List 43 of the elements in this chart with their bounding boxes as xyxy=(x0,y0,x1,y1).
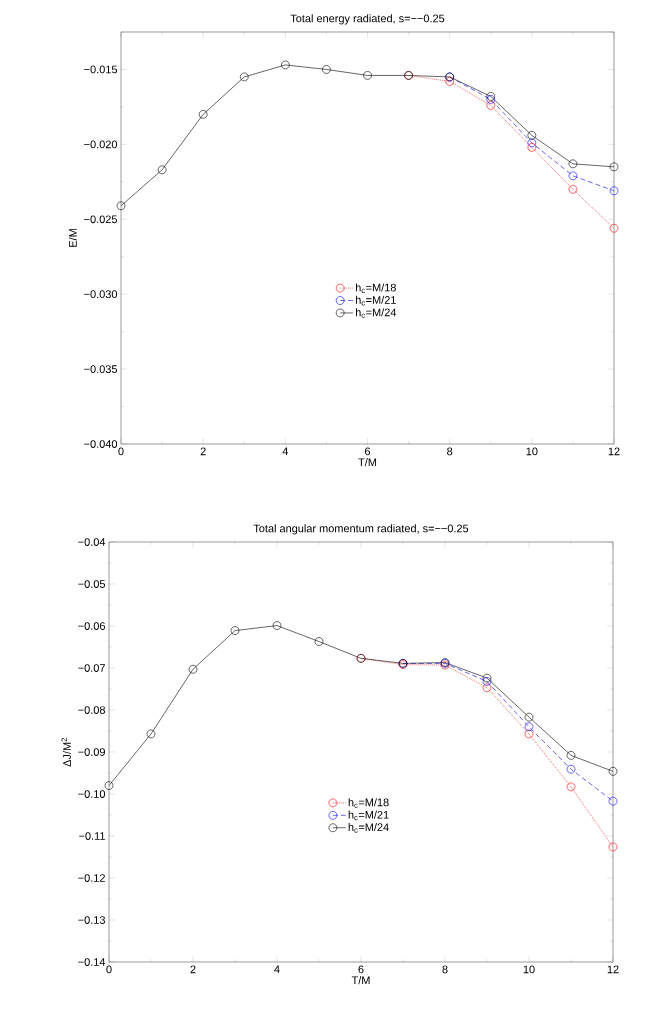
y-tick-label: −0.05 xyxy=(78,580,106,588)
x-tick-label: 2 xyxy=(190,965,196,974)
y-tick-label: −0.08 xyxy=(78,706,105,714)
x-tick-label: 8 xyxy=(447,447,453,456)
y-axis-title: ΔJ/M$^{2}$ xyxy=(61,738,71,767)
y-tick-label: −0.06 xyxy=(78,622,105,630)
y-tick-label: −0.11 xyxy=(79,832,105,840)
y-axis-title: E/M xyxy=(68,229,77,247)
legend-label: h$_{c}$=M/21 xyxy=(348,810,389,821)
x-tick-label: 2 xyxy=(200,447,206,456)
x-tick-label: 8 xyxy=(442,965,448,974)
x-axis-title: T/M xyxy=(358,458,377,467)
legend-label: h$_{c}$=M/24 xyxy=(348,823,389,833)
x-tick-label: 4 xyxy=(274,965,280,974)
y-tick-label: −0.04 xyxy=(78,538,106,546)
y-tick-label: −0.025 xyxy=(84,215,118,224)
x-tick-label: 12 xyxy=(608,447,620,456)
y-tick-label: −0.12 xyxy=(78,874,105,882)
y-tick-label: −0.030 xyxy=(84,290,118,299)
y-tick-label: −0.015 xyxy=(84,65,118,74)
chart-title: Total energy radiated, s=−−0.25 xyxy=(290,14,445,25)
legend-label: h$_{c}$=M/18 xyxy=(348,798,389,808)
y-tick-label: −0.09 xyxy=(78,748,105,756)
legend-label: h$_{c}$=M/21 xyxy=(355,295,396,306)
y-tick-label: −0.035 xyxy=(84,365,118,373)
y-tick-label: −0.07 xyxy=(78,664,105,672)
y-tick-label: −0.040 xyxy=(84,440,118,448)
legend-label: h$_{c}$=M/24 xyxy=(355,308,397,318)
x-tick-label: 10 xyxy=(526,447,538,456)
x-tick-label: 12 xyxy=(607,965,619,974)
x-tick-label: 6 xyxy=(365,447,371,456)
x-axis-title: T/M xyxy=(351,976,370,985)
y-tick-label: −0.13 xyxy=(78,916,105,924)
chart-title: Total angular momentum radiated, s=−−0.25 xyxy=(253,524,469,535)
y-tick-label: −0.10 xyxy=(78,790,106,798)
y-tick-label: −0.020 xyxy=(84,140,118,149)
legend-label: h$_{c}$=M/18 xyxy=(355,283,396,294)
x-tick-label: 0 xyxy=(118,447,124,456)
x-tick-label: 6 xyxy=(358,965,364,974)
x-tick-label: 0 xyxy=(106,965,112,974)
y-tick-label: −0.14 xyxy=(78,958,106,966)
x-tick-label: 4 xyxy=(282,447,289,456)
x-tick-label: 10 xyxy=(523,965,535,974)
